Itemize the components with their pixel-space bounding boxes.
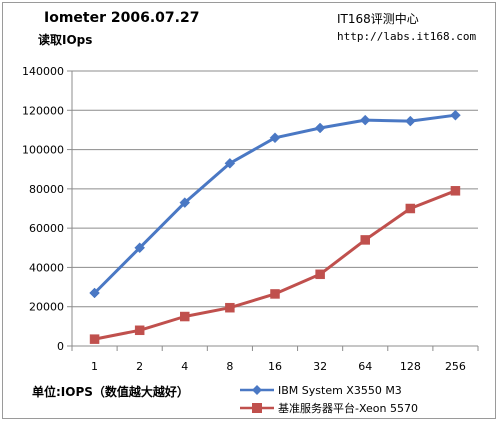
legend-label-series-1: 基准服务器平台-Xeon 5570 bbox=[278, 402, 418, 415]
data-point-s1-4 bbox=[270, 289, 280, 299]
data-point-s1-7 bbox=[405, 203, 416, 214]
x-tick-label-3: 8 bbox=[226, 360, 233, 373]
data-point-s1-6 bbox=[360, 235, 370, 245]
data-point-s0-1 bbox=[134, 242, 146, 254]
data-point-s0-4 bbox=[269, 132, 281, 144]
y-tick-label-6: 120000 bbox=[22, 104, 64, 117]
data-point-s1-0 bbox=[89, 334, 100, 344]
data-point-s1-2 bbox=[180, 311, 190, 322]
y-tick-label-1: 20000 bbox=[29, 301, 64, 314]
data-point-s0-0 bbox=[89, 287, 100, 299]
data-point-s0-2 bbox=[179, 197, 191, 208]
data-point-s1-5 bbox=[315, 269, 325, 280]
unit-note: 单位:IOPS（数值越大越好） bbox=[32, 385, 189, 399]
y-tick-label-7: 140000 bbox=[22, 65, 64, 78]
data-point-s0-3 bbox=[224, 157, 236, 169]
data-point-s0-7 bbox=[404, 115, 416, 127]
x-tick-label-0: 1 bbox=[91, 360, 98, 373]
y-tick-label-3: 60000 bbox=[29, 222, 64, 235]
data-point-s1-1 bbox=[134, 325, 145, 336]
x-tick-label-6: 64 bbox=[358, 360, 372, 373]
legend-label-series-0: IBM System X3550 M3 bbox=[278, 383, 402, 397]
chart-legend: IBM System X3550 M3 基准服务器平台-Xeon 5570 bbox=[240, 380, 490, 418]
x-tick-label-8: 256 bbox=[445, 360, 466, 373]
data-point-s0-6 bbox=[359, 114, 371, 126]
x-tick-label-2: 4 bbox=[181, 360, 188, 373]
data-point-s0-8 bbox=[450, 109, 461, 121]
source-url: http://labs.it168.com bbox=[337, 30, 477, 43]
legend-item-series-0: IBM System X3550 M3 bbox=[240, 382, 402, 398]
x-tick-label-5: 32 bbox=[313, 360, 327, 373]
chart-title: Iometer 2006.07.27 bbox=[44, 10, 200, 26]
data-point-s0-5 bbox=[314, 122, 326, 134]
x-tick-label-4: 16 bbox=[268, 360, 282, 373]
legend-swatch-square-icon bbox=[240, 400, 274, 416]
y-tick-label-0: 0 bbox=[57, 340, 64, 353]
legend-item-series-1: 基准服务器平台-Xeon 5570 bbox=[240, 400, 418, 416]
x-tick-label-1: 2 bbox=[136, 360, 143, 373]
chart-subtitle: 读取IOps bbox=[38, 33, 93, 47]
y-tick-label-2: 40000 bbox=[29, 261, 64, 274]
y-tick-label-4: 80000 bbox=[29, 183, 64, 196]
series-line-1 bbox=[94, 189, 456, 341]
legend-swatch-diamond-icon bbox=[240, 382, 274, 398]
y-tick-label-5: 100000 bbox=[22, 144, 64, 157]
data-point-s1-8 bbox=[450, 186, 461, 196]
x-tick-label-7: 128 bbox=[400, 360, 421, 373]
data-point-s1-3 bbox=[225, 302, 235, 313]
source-name: IT168评测中心 bbox=[337, 12, 419, 26]
